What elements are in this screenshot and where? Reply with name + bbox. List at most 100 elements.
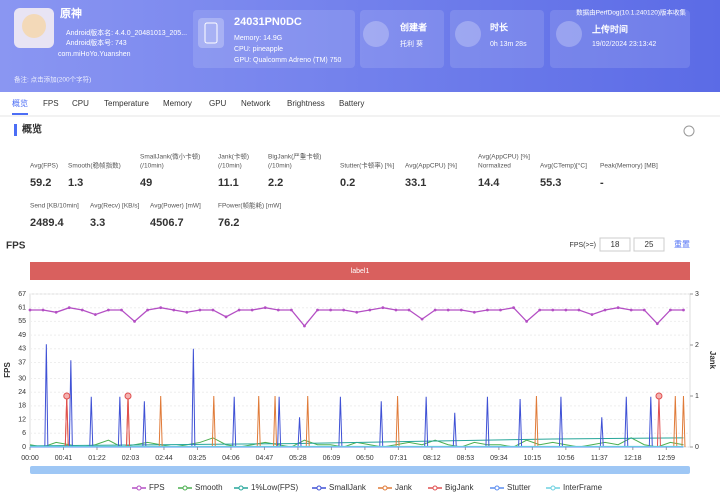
stat-label: SmallJank(微小卡顿) [140, 152, 200, 161]
tab[interactable]: Memory [163, 99, 192, 108]
tab[interactable]: 概览 [12, 98, 28, 108]
legend-label[interactable]: FPS [149, 483, 165, 492]
spike [232, 396, 237, 448]
fps-point [198, 308, 202, 312]
fps-point [459, 308, 463, 312]
spike [117, 396, 122, 448]
stat-value: 2489.4 [30, 217, 65, 229]
note[interactable]: 备注: 点击添加(200个字符) [14, 75, 91, 84]
x-tick-label: 08:12 [423, 455, 441, 462]
legend-dot [432, 485, 438, 491]
upload-label: 上传时间 [592, 23, 628, 34]
device-model: 24031PN0DC [234, 16, 302, 28]
fps-point [172, 308, 176, 312]
stat-label: Avg(CTemp)[°C] [540, 162, 587, 170]
spike [379, 401, 384, 448]
legend-label[interactable]: Smooth [195, 483, 223, 492]
fps-point [316, 308, 319, 312]
fps-point [93, 313, 97, 316]
creator-value: 托利 葵 [400, 39, 423, 48]
tab[interactable]: Network [241, 99, 271, 108]
threshold-high-input[interactable] [633, 237, 665, 252]
fps-point [407, 308, 411, 312]
upload-card [550, 10, 690, 68]
x-tick-label: 07:31 [390, 455, 408, 462]
stat-value: 59.2 [30, 177, 51, 189]
spike [518, 399, 523, 448]
collapse-button[interactable] [683, 125, 695, 137]
x-tick-label: 08:53 [457, 455, 475, 462]
legend-dot [316, 485, 322, 491]
legend-dot [238, 485, 244, 491]
legend-label[interactable]: Jank [395, 483, 413, 492]
tabs: 概览 FPS CPU Temperature Memory GPU Network Brigh… [12, 98, 364, 115]
tab[interactable]: Temperature [104, 99, 149, 108]
fps-point [41, 308, 45, 312]
section-marker [14, 124, 17, 136]
x-tick-label: 09:34 [490, 455, 508, 462]
spike [395, 395, 400, 448]
device-memory: Memory: 14.9G [234, 35, 282, 42]
legend-label[interactable]: BigJank [445, 483, 474, 492]
spike [273, 395, 278, 448]
fps-point [433, 308, 437, 312]
stat-label: FPower(帧能耗) [mW] [218, 201, 281, 210]
legend-label[interactable]: SmallJank [329, 483, 367, 492]
tab[interactable]: FPS [43, 99, 59, 108]
spike [211, 395, 216, 448]
device-gpu: GPU: Qualcomm Adreno (TM) 750 [234, 57, 341, 64]
x-tick-label: 12:59 [658, 455, 676, 462]
x-tick-label: 04:06 [222, 455, 240, 462]
fps-point [590, 313, 594, 316]
app-name: 原神 [60, 6, 82, 20]
tab[interactable]: Brightness [287, 99, 325, 108]
creator-icon [363, 21, 389, 47]
y2-axis-label: Jank [708, 351, 717, 370]
label-band [30, 262, 690, 280]
y2-tick-label: 3 [695, 291, 699, 298]
spike [673, 395, 678, 448]
tab[interactable]: CPU [72, 99, 89, 108]
app-icon-face [22, 14, 46, 38]
stat-label: Smooth(稳帧指数) [68, 161, 121, 170]
phone-glyph [204, 22, 218, 44]
tab[interactable]: GPU [209, 99, 227, 108]
threshold-low-input[interactable] [599, 237, 631, 252]
stat-value: 1.3 [68, 177, 83, 189]
stat-value: 14.4 [478, 177, 500, 189]
reset-button[interactable]: 重置 [674, 239, 690, 249]
legend-label[interactable]: InterFrame [563, 483, 603, 492]
fps-point [368, 308, 372, 312]
x-tick-label: 10:56 [557, 455, 575, 462]
fps-point [211, 308, 215, 312]
fps-point [381, 306, 385, 310]
stat-label: Send [KB/10min] [30, 203, 79, 210]
tab[interactable]: Battery [339, 99, 364, 108]
spike [558, 396, 563, 448]
y-tick-label: 43 [18, 346, 26, 353]
stat-value: 4506.7 [150, 217, 184, 229]
legend-label[interactable]: Stutter [507, 483, 531, 492]
scrollbar[interactable] [30, 466, 690, 474]
bigjank-marker [124, 392, 132, 400]
threshold-high: 25 [645, 240, 654, 249]
spike [656, 395, 661, 448]
spike [305, 395, 310, 448]
legend-label[interactable]: 1%Low(FPS) [251, 483, 298, 492]
tab-underline [12, 113, 28, 115]
section-title: 概览 [22, 123, 42, 136]
stat-label: Stutter(卡顿率) [%] [340, 161, 394, 170]
spike [158, 395, 163, 448]
fps-point [276, 308, 280, 312]
stat-label: Avg(FPS) [30, 163, 58, 170]
upload-value: 19/02/2024 23:13:42 [592, 41, 656, 48]
creator-card [360, 10, 444, 68]
fps-point [250, 308, 254, 312]
y-tick-label: 0 [22, 444, 26, 451]
legend-dot [550, 485, 556, 491]
spike [256, 395, 261, 448]
stats: Avg(FPS) 59.2 Smooth(稳帧指数) 1.3 SmallJank(微小卡… [30, 152, 658, 229]
stat-label: Jank(卡顿) [218, 152, 249, 161]
